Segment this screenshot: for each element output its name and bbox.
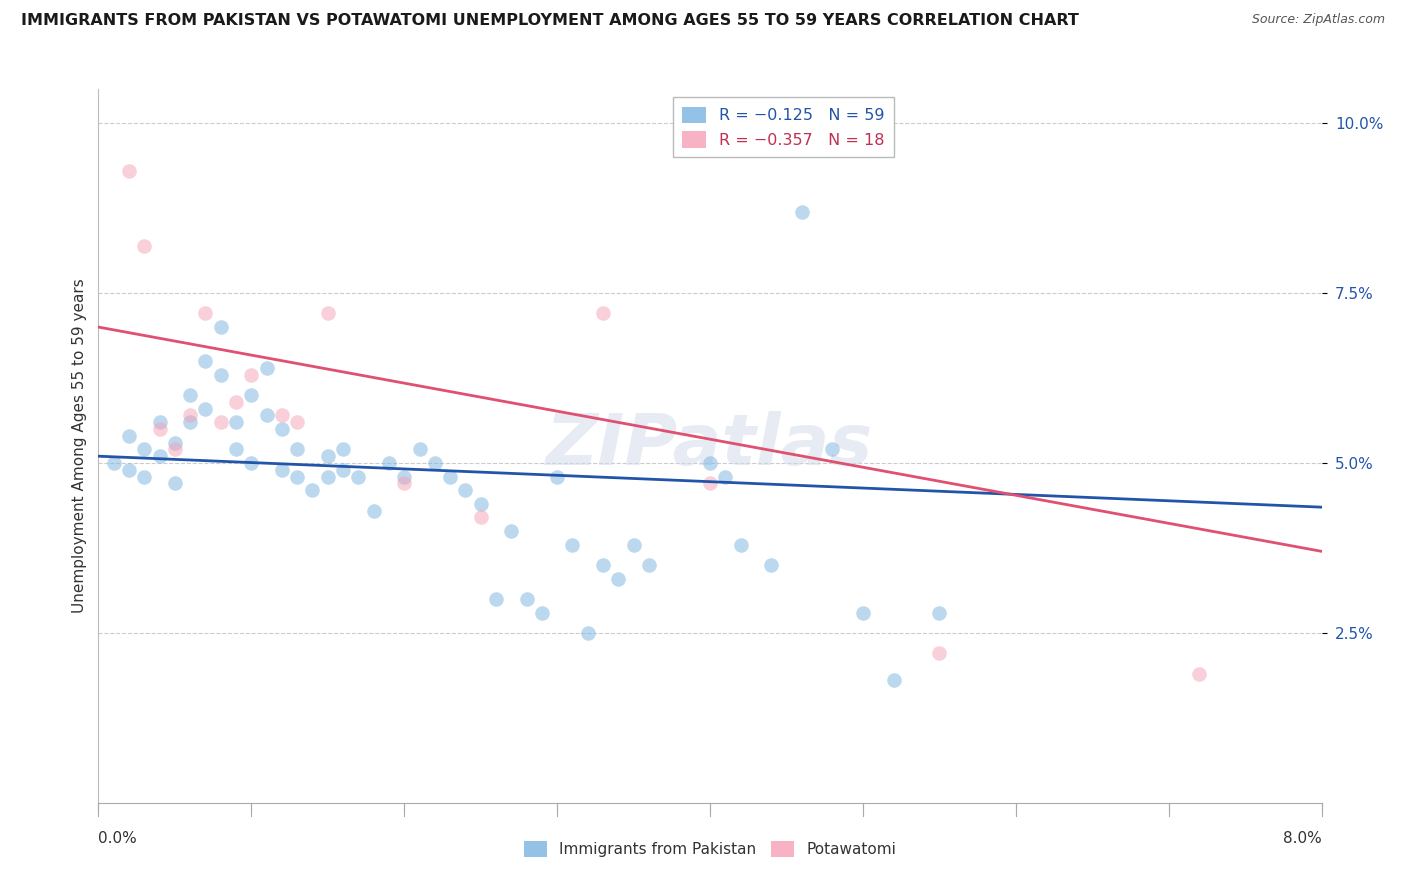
Point [439, 469, 461, 483]
Point [118, 163, 141, 178]
Point [149, 415, 172, 429]
Point [301, 483, 323, 498]
Point [454, 483, 477, 498]
Text: Source: ZipAtlas.com: Source: ZipAtlas.com [1251, 13, 1385, 27]
Point [285, 415, 308, 429]
Point [378, 456, 401, 470]
Y-axis label: Unemployment Among Ages 55 to 59 years: Unemployment Among Ages 55 to 59 years [72, 278, 87, 614]
Point [316, 449, 339, 463]
Point [256, 360, 278, 375]
Point [134, 442, 156, 457]
Point [209, 415, 232, 429]
Point [209, 320, 232, 334]
Point [332, 442, 354, 457]
Point [714, 469, 737, 483]
Point [285, 442, 308, 457]
Point [592, 306, 614, 320]
Point [134, 238, 156, 252]
Point [163, 476, 186, 491]
Point [501, 524, 523, 538]
Point [179, 415, 201, 429]
Point [1188, 666, 1211, 681]
Point [240, 388, 263, 402]
Text: 0.0%: 0.0% [98, 831, 138, 847]
Legend: Immigrants from Pakistan, Potawatomi: Immigrants from Pakistan, Potawatomi [517, 835, 903, 863]
Point [118, 463, 141, 477]
Point [470, 497, 492, 511]
Point [470, 510, 492, 524]
Point [852, 606, 875, 620]
Text: 8.0%: 8.0% [1282, 831, 1322, 847]
Point [607, 572, 630, 586]
Point [530, 606, 553, 620]
Point [576, 626, 599, 640]
Point [485, 591, 508, 606]
Point [179, 409, 201, 423]
Point [270, 422, 294, 436]
Point [821, 442, 844, 457]
Point [194, 306, 217, 320]
Point [332, 463, 354, 477]
Point [699, 456, 721, 470]
Point [316, 306, 339, 320]
Point [256, 409, 278, 423]
Point [759, 558, 782, 572]
Point [240, 368, 263, 382]
Point [546, 469, 568, 483]
Point [928, 646, 950, 660]
Point [592, 558, 614, 572]
Point [623, 537, 645, 551]
Point [103, 456, 125, 470]
Point [209, 368, 232, 382]
Point [225, 442, 247, 457]
Point [928, 606, 950, 620]
Point [179, 388, 201, 402]
Point [363, 503, 385, 517]
Point [790, 204, 813, 219]
Point [408, 442, 430, 457]
Point [285, 469, 308, 483]
Point [163, 442, 186, 457]
Point [194, 401, 217, 416]
Point [118, 429, 141, 443]
Point [194, 354, 217, 368]
Point [225, 394, 247, 409]
Point [423, 456, 446, 470]
Point [730, 537, 752, 551]
Point [163, 435, 186, 450]
Point [392, 476, 416, 491]
Point [516, 591, 538, 606]
Point [134, 469, 156, 483]
Point [637, 558, 661, 572]
Point [270, 409, 294, 423]
Point [561, 537, 583, 551]
Point [347, 469, 370, 483]
Text: ZIPatlas: ZIPatlas [547, 411, 873, 481]
Point [883, 673, 905, 688]
Point [270, 463, 294, 477]
Point [149, 449, 172, 463]
Point [699, 476, 721, 491]
Text: IMMIGRANTS FROM PAKISTAN VS POTAWATOMI UNEMPLOYMENT AMONG AGES 55 TO 59 YEARS CO: IMMIGRANTS FROM PAKISTAN VS POTAWATOMI U… [21, 13, 1078, 29]
Point [225, 415, 247, 429]
Point [392, 469, 416, 483]
Point [240, 456, 263, 470]
Point [149, 422, 172, 436]
Point [316, 469, 339, 483]
